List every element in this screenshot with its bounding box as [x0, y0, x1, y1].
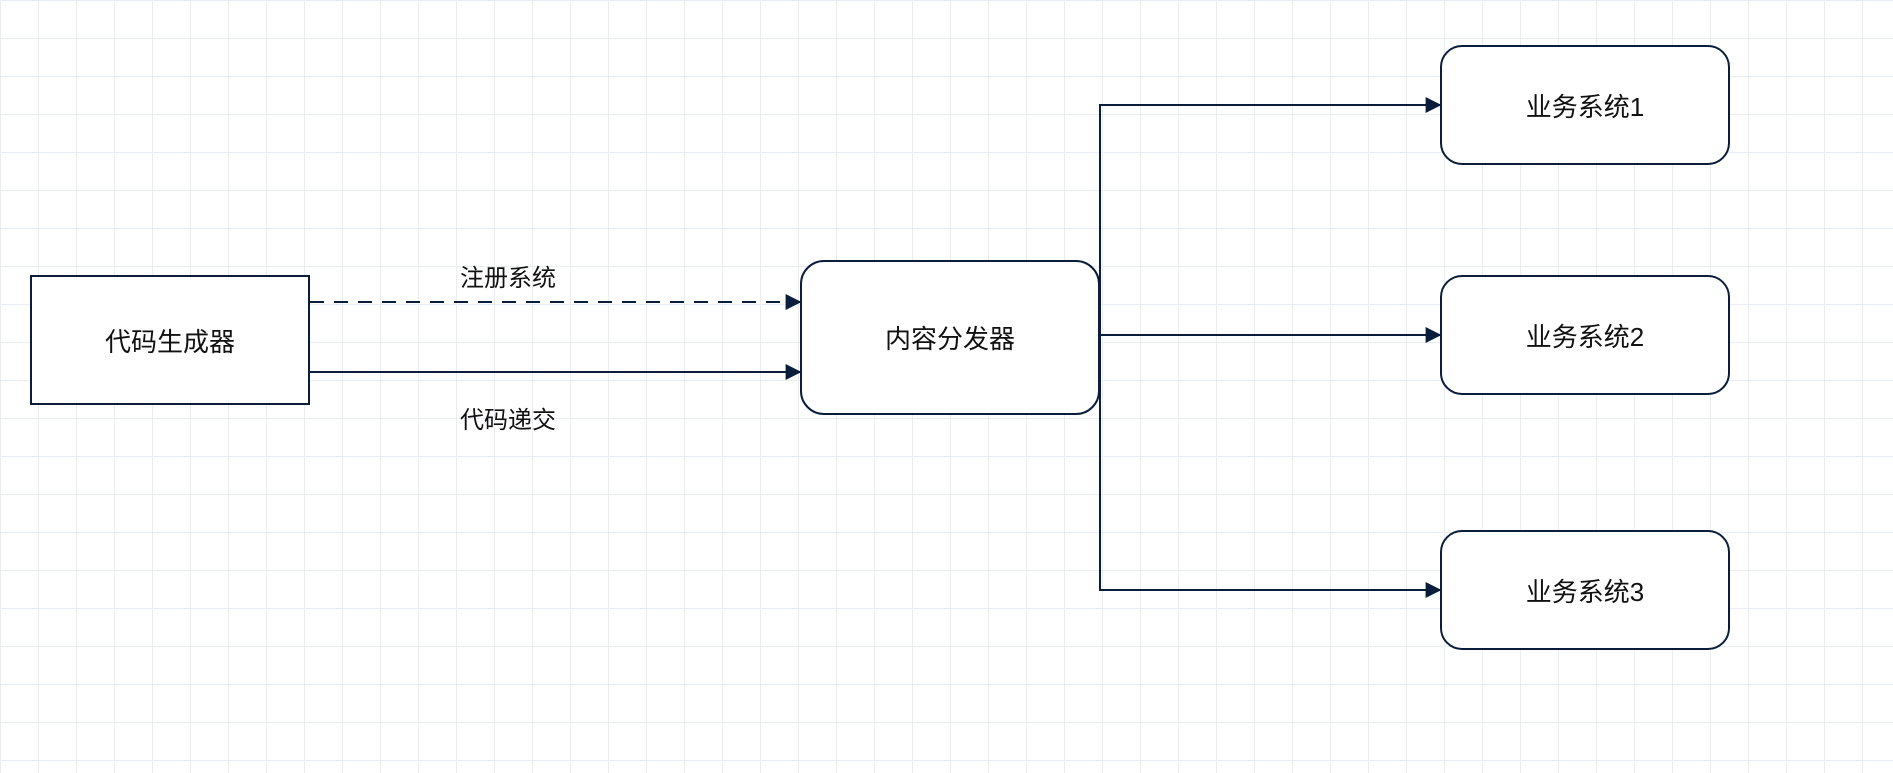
node-biz3: 业务系统3 — [1440, 530, 1730, 650]
edge-label-text-e_sub: 代码递交 — [460, 400, 556, 435]
node-label-biz1: 业务系统1 — [1526, 87, 1644, 124]
node-biz2: 业务系统2 — [1440, 275, 1730, 395]
node-label-gen: 代码生成器 — [105, 322, 235, 359]
node-label-biz3: 业务系统3 — [1526, 572, 1644, 609]
node-label-disp: 内容分发器 — [885, 319, 1015, 356]
node-label-biz2: 业务系统2 — [1526, 317, 1644, 354]
node-biz1: 业务系统1 — [1440, 45, 1730, 165]
edge-label-text-e_reg: 注册系统 — [460, 258, 556, 293]
edge-label-e_reg: 注册系统 — [460, 258, 556, 293]
node-disp: 内容分发器 — [800, 260, 1100, 415]
edge-label-e_sub: 代码递交 — [460, 400, 556, 435]
node-gen: 代码生成器 — [30, 275, 310, 405]
